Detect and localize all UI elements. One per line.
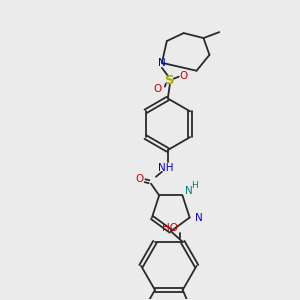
Text: O: O: [154, 84, 162, 94]
Text: O: O: [135, 174, 143, 184]
Text: O: O: [180, 71, 188, 81]
Text: N: N: [195, 212, 203, 223]
Text: N: N: [158, 58, 166, 68]
Text: H: H: [191, 181, 198, 190]
Text: NH: NH: [158, 163, 174, 173]
Text: N: N: [185, 186, 193, 197]
Text: S: S: [165, 74, 175, 87]
Text: HO: HO: [162, 223, 178, 233]
